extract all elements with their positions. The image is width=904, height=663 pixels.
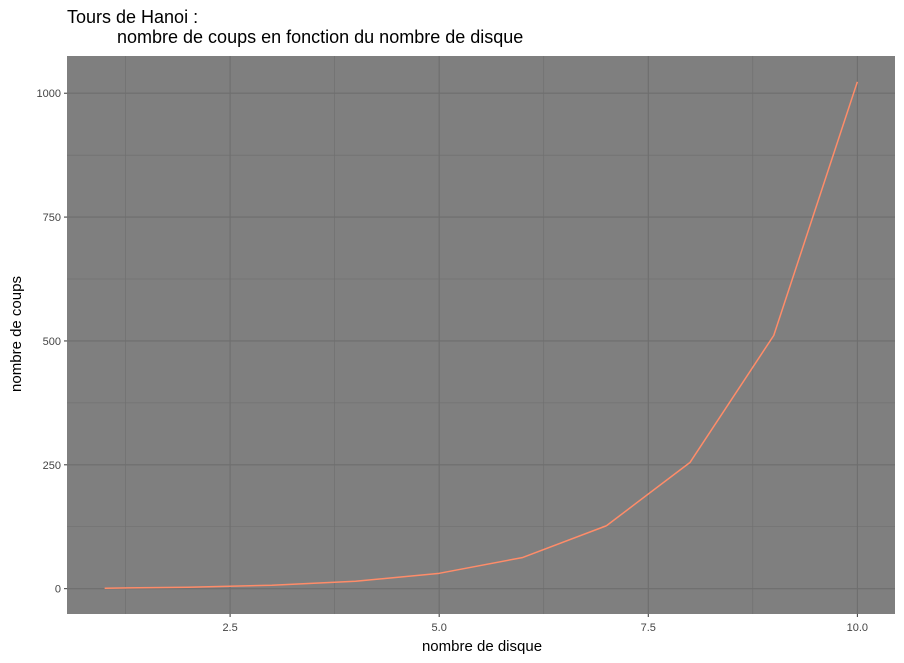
y-tick-label: 250 [43,460,61,472]
y-axis-title: nombre de coups [8,276,25,392]
x-tick-label: 7.5 [641,622,656,634]
y-tick-label: 500 [43,336,61,348]
x-tick-label: 10.0 [847,622,868,634]
chart-title: Tours de Hanoi : [67,7,198,27]
major-grid [67,56,895,614]
series-line [104,81,859,589]
x-tick-label: 5.0 [432,622,447,634]
x-axis: 2.5 5.0 7.5 10.0 [222,614,868,634]
minor-grid [67,56,895,614]
y-tick-label: 0 [55,584,61,596]
series-layer [104,81,859,589]
chart-subtitle: nombre de coups en fonction du nombre de… [117,27,523,47]
x-axis-title: nombre de disque [422,638,542,655]
y-tick-label: 750 [43,212,61,224]
y-axis: 0 250 500 750 1000 [37,88,67,596]
x-tick-label: 2.5 [222,622,237,634]
plot-panel [67,56,895,614]
y-tick-label: 1000 [37,88,61,100]
